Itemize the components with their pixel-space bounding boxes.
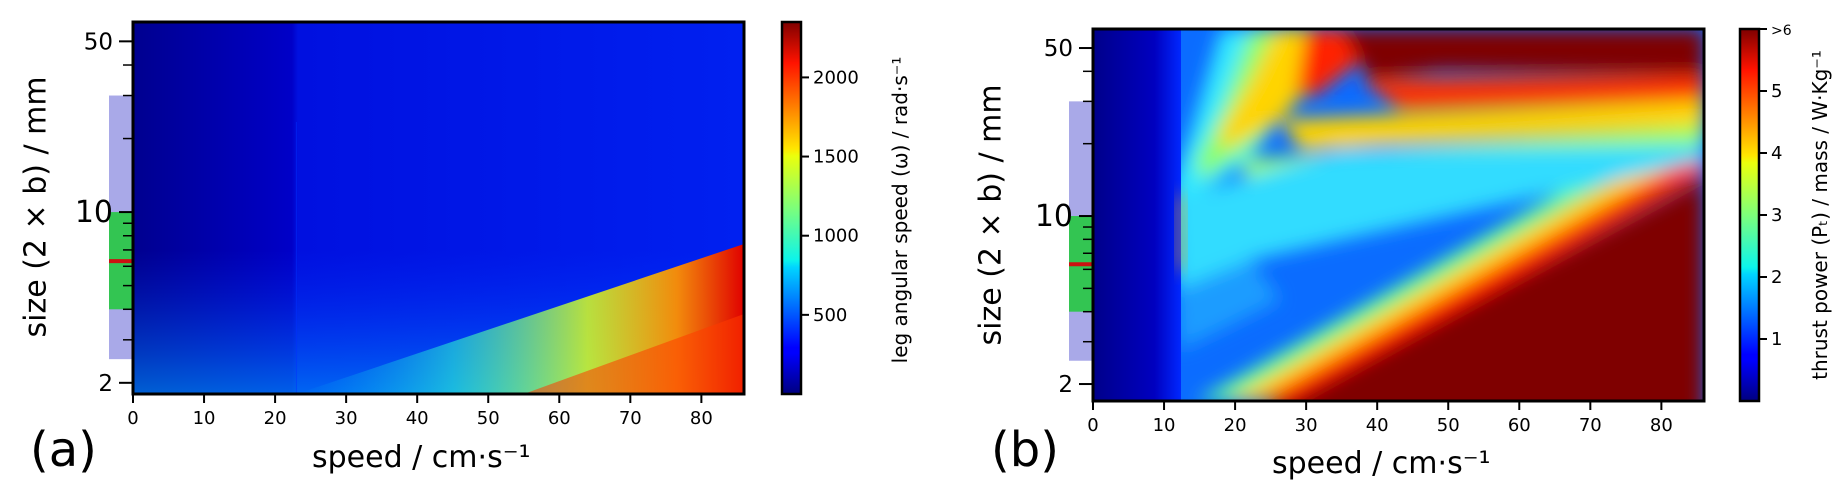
heatmap-a	[133, 22, 744, 394]
y-tick-label-a: 50	[84, 29, 113, 55]
peak-region-a	[523, 314, 744, 394]
x-tick-label-a: 80	[690, 408, 713, 429]
heatmap-b	[1093, 29, 1704, 401]
plot-frame-b	[1091, 27, 1706, 403]
colorbar-tick-label-b: 2	[1771, 267, 1782, 288]
plot-frame-a	[131, 20, 746, 396]
y-axis-label-b: size (2 × b) / mm	[973, 84, 1009, 346]
y-tick-label-a: 10	[75, 195, 113, 230]
colorbar-tick-label-b: 4	[1771, 143, 1782, 164]
colorbar-tick-label-a: 1500	[813, 147, 859, 168]
x-tick-label-b: 70	[1579, 415, 1602, 436]
panel-b: 0 10 20 30 40 50 60 70 80 2 10 50 1 2 3 4 5 >6	[1035, 23, 1792, 436]
x-tick-label-a: 20	[264, 408, 287, 429]
colorbar-tick-label-b: >6	[1771, 23, 1792, 39]
colorbar-a	[780, 20, 803, 396]
x-tick-label-b: 20	[1224, 415, 1247, 436]
colorbar-tick-label-a: 2000	[813, 67, 859, 88]
colorbar-tick-label-b: 1	[1771, 329, 1782, 350]
x-tick-label-b: 60	[1508, 415, 1531, 436]
x-tick-label-b: 80	[1650, 415, 1673, 436]
y-tick-label-b: 10	[1035, 199, 1073, 234]
colorbar-tick-label-a: 500	[813, 305, 847, 326]
x-tick-label-a: 10	[193, 408, 216, 429]
x-axis-label-b: speed / cm·s⁻¹	[1272, 446, 1491, 481]
x-tick-label-b: 40	[1366, 415, 1389, 436]
panel-label-b: (b)	[991, 422, 1059, 478]
colorbar-tick-label-b: 3	[1771, 205, 1782, 226]
x-tick-label-a: 30	[335, 408, 358, 429]
y-axis-label-a: size (2 × b) / mm	[18, 76, 54, 338]
y-tick-label-a: 2	[98, 371, 113, 397]
x-tick-label-b: 30	[1295, 415, 1318, 436]
panel-a: 0 10 20 30 40 50 60 70 80 2 10 50 500 1000 1500 2000	[75, 20, 859, 429]
y-tick-label-b: 2	[1058, 372, 1073, 398]
panel-label-a: (a)	[30, 422, 97, 478]
colorbar-b	[1738, 27, 1761, 403]
y-tick-label-b: 50	[1044, 36, 1073, 62]
x-tick-label-b: 50	[1437, 415, 1460, 436]
x-tick-label-b: 0	[1087, 415, 1098, 436]
x-tick-label-b: 10	[1153, 415, 1176, 436]
colorbar-label-b: thrust power (Pₜ) / mass / W·Kg⁻¹	[1808, 50, 1832, 380]
x-axis-label-a: speed / cm·s⁻¹	[312, 440, 531, 475]
colorbar-label-a: leg angular speed (ω) / rad·s⁻¹	[888, 56, 912, 364]
x-tick-label-a: 40	[406, 408, 429, 429]
x-tick-label-a: 50	[477, 408, 500, 429]
colorbar-tick-label-a: 1000	[813, 226, 859, 247]
x-tick-label-a: 60	[548, 408, 571, 429]
x-tick-label-a: 70	[619, 408, 642, 429]
x-tick-label-a: 0	[127, 408, 138, 429]
colorbar-tick-label-b: 5	[1771, 81, 1782, 102]
